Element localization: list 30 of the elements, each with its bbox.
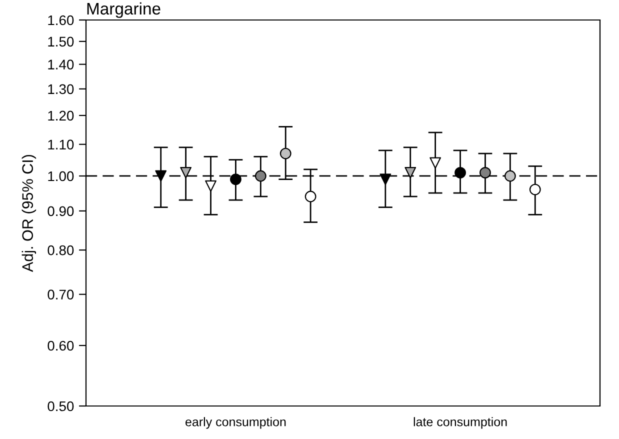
y-tick-label: 0.50 [48, 401, 74, 412]
x-tick-label: early consumption [186, 417, 286, 429]
point [280, 148, 292, 160]
point [480, 166, 491, 178]
point [205, 180, 216, 192]
point [430, 157, 442, 169]
point [504, 170, 516, 182]
point [155, 170, 167, 182]
y-tick-label: 0.60 [48, 340, 74, 351]
y-tick-label: 1.40 [48, 60, 74, 70]
point [230, 174, 242, 186]
y-tick-label: 1.50 [48, 36, 74, 47]
point [304, 190, 316, 202]
y-tick-label: 1.10 [48, 140, 74, 150]
point [454, 166, 466, 178]
point [180, 166, 192, 178]
y-tick-label: 1.60 [48, 15, 74, 26]
point [529, 184, 541, 196]
chart-title: Margarine [87, 2, 160, 18]
point [380, 174, 392, 186]
x-tick-label: late consumption [414, 417, 507, 429]
y-tick-label: 1.20 [48, 110, 74, 121]
y-tick-label: 0.80 [48, 245, 74, 256]
y-tick-label: 0.90 [48, 206, 74, 216]
point [254, 170, 266, 182]
y-tick-label: 1.30 [48, 84, 74, 94]
point [404, 166, 416, 178]
y-tick-label: 0.70 [48, 290, 74, 300]
y-tick-label: 1.00 [48, 171, 74, 182]
y-axis-title: Adj. OR (95% CI) [22, 154, 36, 272]
